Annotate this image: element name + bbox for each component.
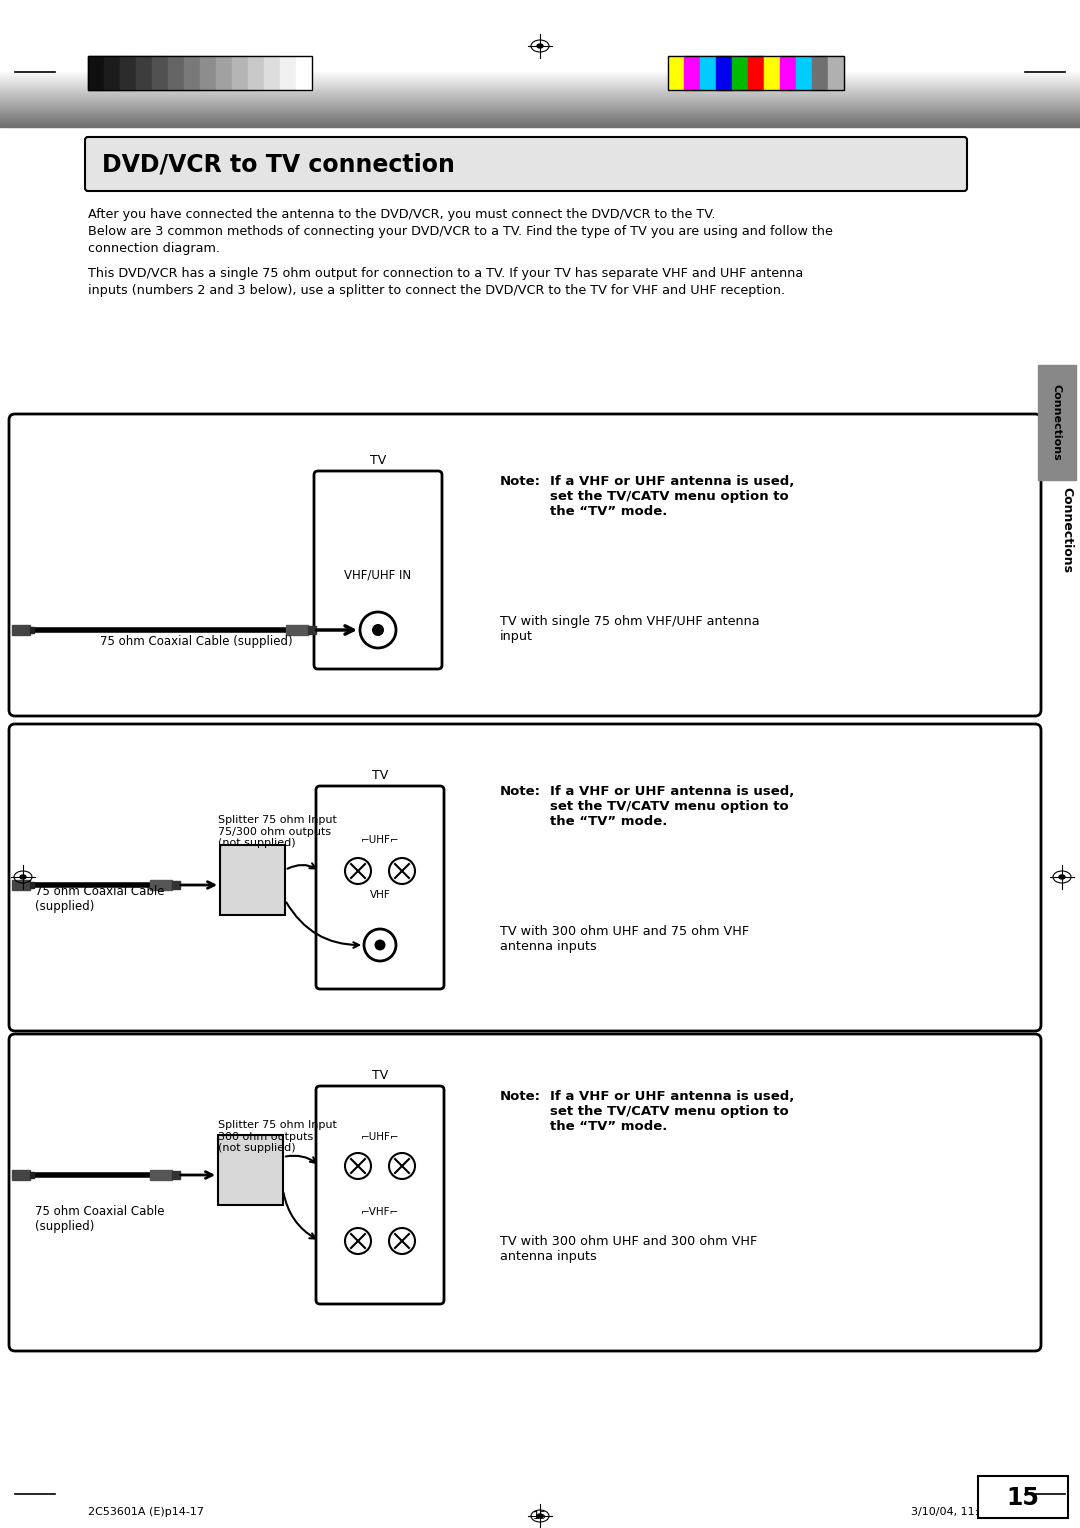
Ellipse shape — [1059, 876, 1065, 879]
Text: ⌐VHF⌐: ⌐VHF⌐ — [361, 1207, 400, 1216]
FancyBboxPatch shape — [316, 785, 444, 989]
Bar — [12, 1170, 30, 1180]
Bar — [232, 57, 248, 90]
Bar — [218, 1135, 283, 1206]
Circle shape — [375, 940, 386, 950]
Circle shape — [345, 1229, 372, 1254]
Bar — [264, 57, 280, 90]
Bar — [136, 57, 152, 90]
Bar — [152, 57, 168, 90]
Text: If a VHF or UHF antenna is used,
set the TV/CATV menu option to
the “TV” mode.: If a VHF or UHF antenna is used, set the… — [550, 785, 795, 828]
Bar — [669, 57, 843, 90]
Text: After you have connected the antenna to the DVD/VCR, you must connect the DVD/VC: After you have connected the antenna to … — [87, 208, 715, 222]
Text: Below are 3 common methods of connecting your DVD/VCR to a TV. Find the type of : Below are 3 common methods of connecting… — [87, 225, 833, 238]
Text: Note:: Note: — [500, 785, 541, 798]
Bar — [296, 57, 312, 90]
Bar — [30, 882, 33, 888]
Bar — [30, 626, 33, 633]
Bar — [780, 57, 796, 90]
Text: 75 ohm Coaxial Cable
(supplied): 75 ohm Coaxial Cable (supplied) — [35, 885, 164, 914]
Text: TV with single 75 ohm VHF/UHF antenna
input: TV with single 75 ohm VHF/UHF antenna in… — [500, 614, 759, 643]
Bar — [796, 57, 812, 90]
Bar — [308, 626, 316, 634]
Circle shape — [372, 623, 384, 636]
Bar — [828, 57, 843, 90]
Text: ⌐UHF⌐: ⌐UHF⌐ — [361, 834, 400, 845]
Bar — [669, 57, 684, 90]
Text: connection diagram.: connection diagram. — [87, 241, 220, 255]
Bar — [30, 1172, 33, 1178]
Text: Connections: Connections — [1061, 487, 1074, 573]
Bar — [732, 57, 748, 90]
Text: TV: TV — [372, 1070, 388, 1082]
Circle shape — [389, 859, 415, 885]
Text: If a VHF or UHF antenna is used,
set the TV/CATV menu option to
the “TV” mode.: If a VHF or UHF antenna is used, set the… — [550, 475, 795, 518]
Text: 3/10/04, 11:31: 3/10/04, 11:31 — [910, 1507, 993, 1517]
Text: This DVD/VCR has a single 75 ohm output for connection to a TV. If your TV has s: This DVD/VCR has a single 75 ohm output … — [87, 267, 804, 280]
Bar — [87, 57, 312, 90]
Ellipse shape — [537, 1514, 543, 1517]
Text: If a VHF or UHF antenna is used,
set the TV/CATV menu option to
the “TV” mode.: If a VHF or UHF antenna is used, set the… — [550, 1089, 795, 1132]
Bar — [184, 57, 200, 90]
Bar — [12, 625, 30, 636]
Bar — [286, 625, 308, 636]
Bar — [216, 57, 232, 90]
Bar — [978, 1476, 1068, 1517]
Text: Splitter 75 ohm Input
300 ohm outputs
(not supplied): Splitter 75 ohm Input 300 ohm outputs (n… — [218, 1120, 337, 1154]
FancyBboxPatch shape — [9, 414, 1041, 717]
Bar — [168, 57, 184, 90]
Bar — [150, 1170, 172, 1180]
Bar — [812, 57, 828, 90]
Bar — [248, 57, 264, 90]
Bar — [87, 57, 104, 90]
Text: TV with 300 ohm UHF and 300 ohm VHF
antenna inputs: TV with 300 ohm UHF and 300 ohm VHF ante… — [500, 1235, 757, 1264]
Ellipse shape — [21, 876, 26, 879]
Bar — [700, 57, 716, 90]
Bar — [716, 57, 732, 90]
Text: 15: 15 — [534, 1511, 546, 1520]
Circle shape — [389, 1229, 415, 1254]
Text: Note:: Note: — [500, 475, 541, 487]
Text: 75 ohm Coaxial Cable
(supplied): 75 ohm Coaxial Cable (supplied) — [35, 1206, 164, 1233]
Bar — [1038, 365, 1076, 480]
Ellipse shape — [537, 44, 543, 47]
Text: DVD/VCR to TV connection: DVD/VCR to TV connection — [102, 153, 455, 177]
Text: ⌐UHF⌐: ⌐UHF⌐ — [361, 1132, 400, 1141]
FancyBboxPatch shape — [9, 1034, 1041, 1351]
Circle shape — [360, 613, 396, 648]
FancyBboxPatch shape — [85, 138, 967, 191]
Text: TV: TV — [372, 769, 388, 782]
Text: 2C53601A (E)p14-17: 2C53601A (E)p14-17 — [87, 1507, 204, 1517]
Bar — [172, 882, 180, 889]
Text: TV: TV — [369, 454, 387, 468]
Circle shape — [389, 1154, 415, 1180]
Bar — [684, 57, 700, 90]
FancyBboxPatch shape — [9, 724, 1041, 1031]
Text: inputs (numbers 2 and 3 below), use a splitter to connect the DVD/VCR to the TV : inputs (numbers 2 and 3 below), use a sp… — [87, 284, 785, 296]
Circle shape — [345, 1154, 372, 1180]
Text: 75 ohm Coaxial Cable (supplied): 75 ohm Coaxial Cable (supplied) — [100, 636, 293, 648]
Bar — [104, 57, 120, 90]
Bar — [764, 57, 780, 90]
Bar — [200, 57, 216, 90]
Bar — [280, 57, 296, 90]
Bar — [220, 845, 285, 915]
Text: Connections: Connections — [1052, 384, 1062, 461]
Circle shape — [364, 929, 396, 961]
Bar — [748, 57, 764, 90]
Text: 15: 15 — [1007, 1487, 1039, 1510]
Bar — [172, 1170, 180, 1180]
Bar — [150, 880, 172, 889]
Bar — [120, 57, 136, 90]
FancyBboxPatch shape — [314, 471, 442, 669]
FancyBboxPatch shape — [316, 1086, 444, 1303]
Text: TV with 300 ohm UHF and 75 ohm VHF
antenna inputs: TV with 300 ohm UHF and 75 ohm VHF anten… — [500, 924, 750, 953]
Text: Splitter 75 ohm Input
75/300 ohm outputs
(not supplied): Splitter 75 ohm Input 75/300 ohm outputs… — [218, 814, 337, 848]
Text: VHF: VHF — [369, 889, 390, 900]
Circle shape — [345, 859, 372, 885]
Text: VHF/UHF IN: VHF/UHF IN — [345, 568, 411, 582]
Bar — [12, 880, 30, 889]
Text: Note:: Note: — [500, 1089, 541, 1103]
